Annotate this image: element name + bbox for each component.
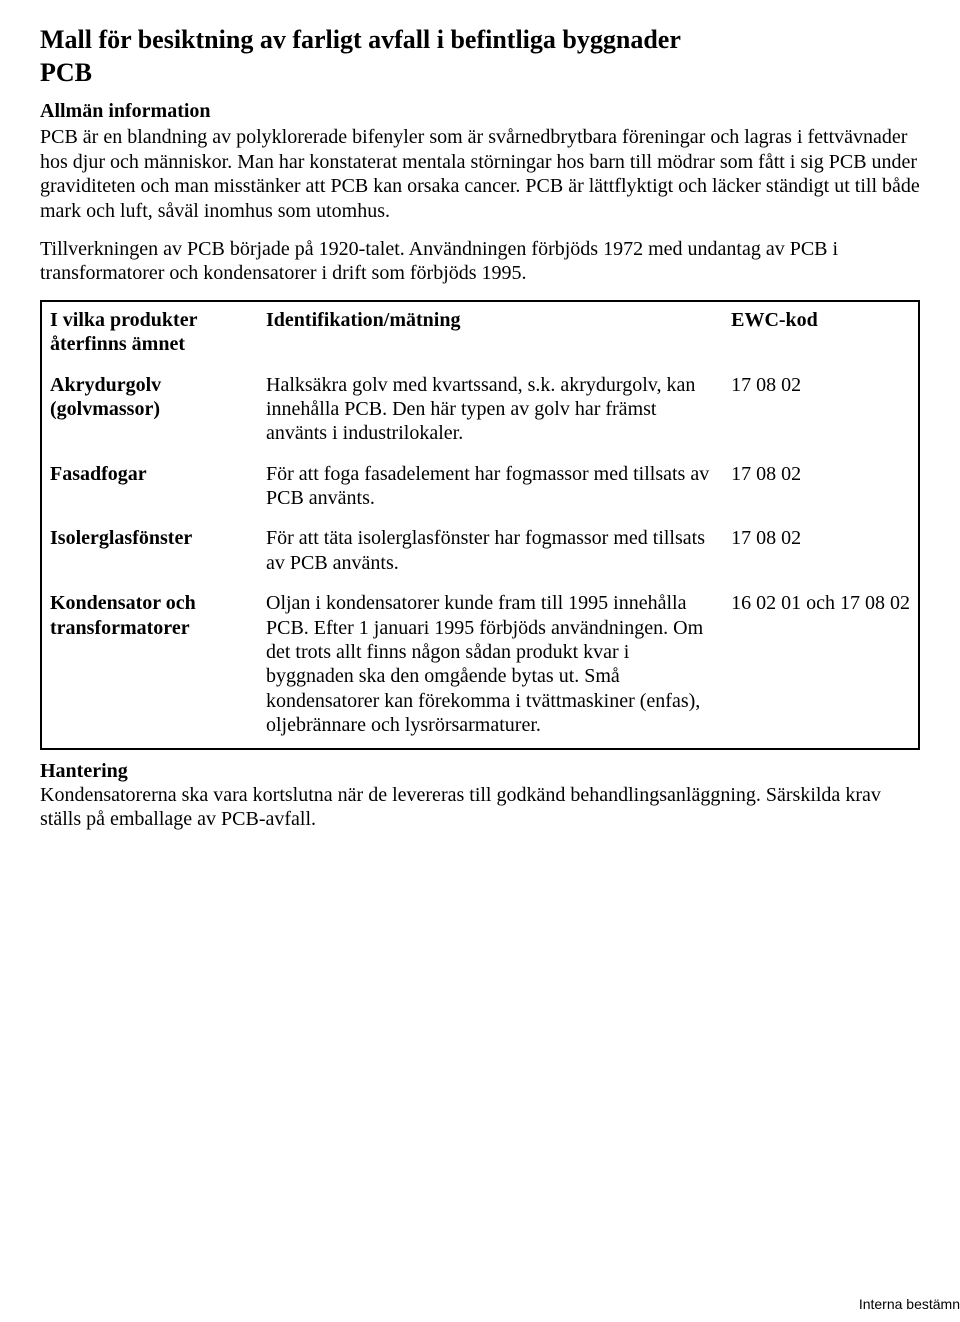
allman-information-heading: Allmän information bbox=[40, 100, 920, 123]
table-row: Kondensator och transformatorer Oljan i … bbox=[41, 585, 919, 748]
page-title: Mall för besiktning av farligt avfall i … bbox=[40, 24, 920, 55]
ewc-code-cell: 17 08 02 bbox=[723, 520, 919, 585]
page-subtitle: PCB bbox=[40, 57, 920, 88]
product-cell: Kondensator och transformatorer bbox=[41, 585, 258, 748]
footer-text: Interna bestämn bbox=[859, 1296, 960, 1312]
ewc-code-cell: 17 08 02 bbox=[723, 456, 919, 521]
table-header-products: I vilka produkter återfinns ämnet bbox=[41, 301, 258, 367]
table-header-identification: Identifikation/mätning bbox=[258, 301, 723, 367]
table-header-row: I vilka produkter återfinns ämnet Identi… bbox=[41, 301, 919, 367]
description-cell: För att foga fasadelement har fogmassor … bbox=[258, 456, 723, 521]
hantering-paragraph: Kondensatorerna ska vara kortslutna när … bbox=[40, 783, 920, 832]
product-cell: Akrydurgolv (golvmassor) bbox=[41, 367, 258, 456]
ewc-code-cell: 17 08 02 bbox=[723, 367, 919, 456]
intro-paragraph-1: PCB är en blandning av polyklorerade bif… bbox=[40, 125, 920, 223]
table-row: Isolerglasfönster För att täta isolergla… bbox=[41, 520, 919, 585]
document-page: Mall för besiktning av farligt avfall i … bbox=[0, 0, 960, 1322]
description-cell: För att täta isolerglasfönster har fogma… bbox=[258, 520, 723, 585]
description-cell: Halksäkra golv med kvartssand, s.k. akry… bbox=[258, 367, 723, 456]
product-cell: Isolerglasfönster bbox=[41, 520, 258, 585]
pcb-products-table: I vilka produkter återfinns ämnet Identi… bbox=[40, 300, 920, 750]
table-row: Fasadfogar För att foga fasadelement har… bbox=[41, 456, 919, 521]
table-header-ewc: EWC-kod bbox=[723, 301, 919, 367]
table-row: Akrydurgolv (golvmassor) Halksäkra golv … bbox=[41, 367, 919, 456]
intro-paragraph-2: Tillverkningen av PCB började på 1920-ta… bbox=[40, 237, 920, 286]
hantering-heading: Hantering bbox=[40, 760, 920, 783]
product-cell: Fasadfogar bbox=[41, 456, 258, 521]
ewc-code-cell: 16 02 01 och 17 08 02 bbox=[723, 585, 919, 748]
description-cell: Oljan i kondensatorer kunde fram till 19… bbox=[258, 585, 723, 748]
